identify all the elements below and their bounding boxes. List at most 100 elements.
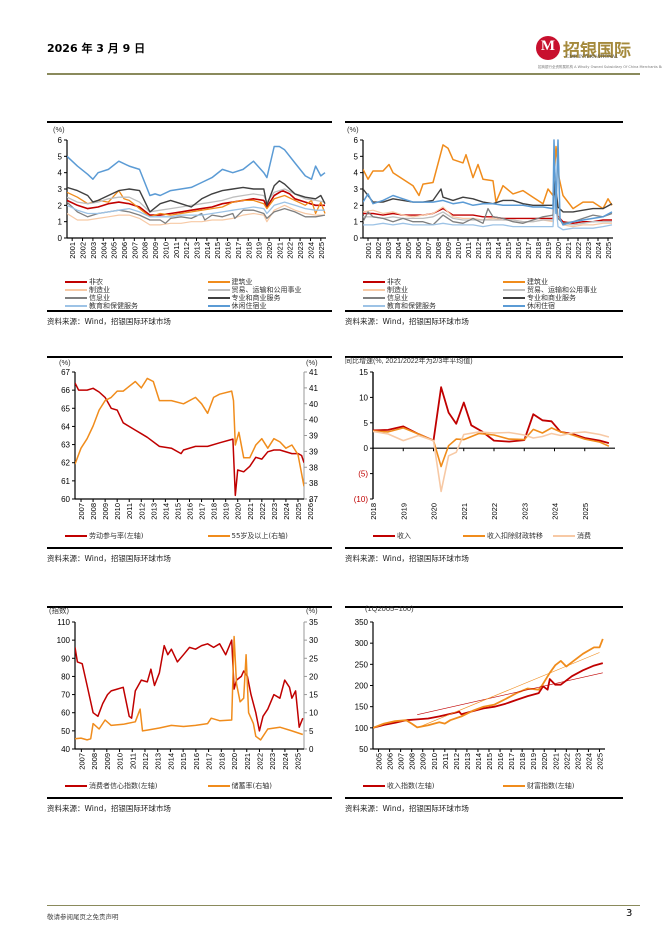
x-tick-label: 2023 — [270, 503, 279, 520]
series-line-1 — [363, 144, 613, 210]
y-tick-label: (5) — [358, 470, 368, 479]
legend-swatch — [65, 297, 87, 299]
x-tick-label: 2026 — [306, 503, 315, 520]
series-line-6 — [67, 201, 325, 218]
legend-item: 劳动参与率(左轴) — [65, 532, 143, 540]
x-tick-label: 2016 — [224, 242, 233, 259]
legend-label: 收入 — [397, 532, 411, 540]
x-tick-label: 2017 — [507, 753, 516, 770]
y-axis-label: (%) — [53, 125, 65, 134]
y-tick-label: 2 — [58, 201, 63, 210]
x-tick-label: 2009 — [101, 503, 110, 520]
x-tick-label: 2012 — [141, 753, 150, 770]
x-tick-label: 2010 — [430, 753, 439, 770]
y-right-tick-label: 38 — [309, 479, 318, 488]
y-tick-label: 90 — [61, 654, 70, 663]
x-tick-label: 2023 — [520, 503, 529, 520]
legend-label: 教育和保健服务 — [89, 302, 138, 310]
figure-source: 资料来源：Wind，招银国际环球市场 — [345, 804, 469, 813]
x-tick-label: 2014 — [474, 753, 483, 770]
series-line-3 — [67, 188, 326, 213]
series-line-6 — [363, 194, 613, 231]
y-tick-label: 300 — [355, 639, 369, 648]
series-line-4 — [363, 188, 613, 226]
x-tick-label: 2002 — [79, 242, 88, 259]
y-right-tick-label: 41 — [309, 384, 318, 393]
legend-label: 建筑业 — [231, 278, 253, 286]
y-tick-label: 67 — [61, 368, 70, 377]
series-line-1 — [67, 189, 326, 218]
x-tick-label: 2007 — [397, 753, 406, 770]
figure-bottom-rule — [47, 310, 332, 312]
legend-item: 非农 — [363, 278, 401, 286]
x-tick-label: 2001 — [68, 242, 77, 259]
y-tick-label: 4 — [354, 169, 359, 178]
y-tick-label: 100 — [57, 636, 71, 645]
x-tick-label: 2019 — [399, 503, 408, 520]
legend-label: 收入扣除财政转移 — [487, 532, 543, 540]
x-tick-label: 2013 — [484, 242, 493, 259]
x-tick-label: 2006 — [120, 242, 129, 259]
x-tick-label: 2024 — [584, 753, 593, 770]
x-tick-label: 2009 — [444, 242, 453, 259]
y-tick-label: 5 — [364, 419, 369, 428]
x-tick-label: 2020 — [430, 503, 439, 520]
x-tick-label: 2023 — [296, 242, 305, 259]
y-tick-label: 5 — [58, 152, 63, 161]
x-tick-label: 2017 — [205, 753, 214, 770]
x-tick-label: 2008 — [90, 753, 99, 770]
series-line-2 — [373, 430, 610, 493]
legend-swatch — [503, 785, 525, 787]
y-tick-label: 40 — [61, 745, 70, 754]
y-tick-label: 1 — [354, 218, 359, 227]
y-right-tick-label: 38 — [309, 463, 318, 472]
y-tick-label: 15 — [359, 368, 368, 377]
y-tick-label: 5 — [354, 152, 359, 161]
y-tick-label: 2 — [354, 201, 359, 210]
legend-swatch — [207, 281, 230, 283]
page-number: 3 — [626, 908, 633, 919]
y-axis-label: (1Q2005=100) — [365, 604, 414, 613]
legend-label: 消费者信心指数(左轴) — [89, 782, 158, 790]
x-tick-label: 2015 — [179, 753, 188, 770]
x-tick-label: 2016 — [496, 753, 505, 770]
y-tick-label: 50 — [61, 727, 70, 736]
series-line-2 — [67, 204, 325, 226]
legend-item: 消费者信心指数(左轴) — [65, 782, 157, 790]
x-tick-label: 2004 — [394, 242, 403, 259]
x-tick-label: 2023 — [584, 242, 593, 259]
y-tick-label: 110 — [57, 618, 70, 627]
x-tick-label: 2025 — [317, 242, 326, 259]
x-tick-label: 2005 — [404, 242, 413, 259]
y-right-tick-label: 37 — [309, 495, 318, 504]
x-tick-label: 2011 — [441, 753, 450, 769]
x-tick-label: 2009 — [103, 753, 112, 770]
x-tick-label: 2023 — [573, 753, 582, 770]
x-tick-label: 2024 — [306, 242, 315, 259]
y-right-tick-label: 25 — [309, 654, 318, 663]
legend-swatch — [65, 305, 87, 307]
figure-bottom-rule — [345, 310, 623, 312]
y-right-tick-label: 39 — [309, 447, 318, 456]
x-tick-label: 2020 — [540, 753, 549, 770]
legend-item: 建筑业 — [207, 278, 253, 286]
x-tick-label: 2024 — [282, 503, 291, 520]
y-right-tick-label: 20 — [309, 672, 318, 681]
y-right-tick-label: 39 — [309, 432, 318, 441]
x-tick-label: 2019 — [529, 753, 538, 770]
legend-label: 教育和保健服务 — [387, 302, 436, 310]
footer-disclaimer[interactable]: 敬请参阅尾页之免责声明 — [47, 913, 119, 921]
legend-label: 财富指数(左轴) — [527, 782, 575, 790]
series-line-0 — [373, 662, 604, 729]
legend-swatch — [363, 289, 385, 291]
x-tick-label: 2025 — [294, 753, 303, 770]
legend-swatch — [363, 305, 385, 307]
figure-source: 资料来源：Wind，招银国际环球市场 — [47, 804, 171, 813]
legend-swatch — [373, 535, 395, 537]
legend-swatch — [503, 305, 525, 307]
x-tick-label: 2009 — [151, 242, 160, 259]
legend-item: 收入扣除财政转移 — [463, 532, 543, 540]
x-tick-label: 2012 — [137, 503, 146, 520]
